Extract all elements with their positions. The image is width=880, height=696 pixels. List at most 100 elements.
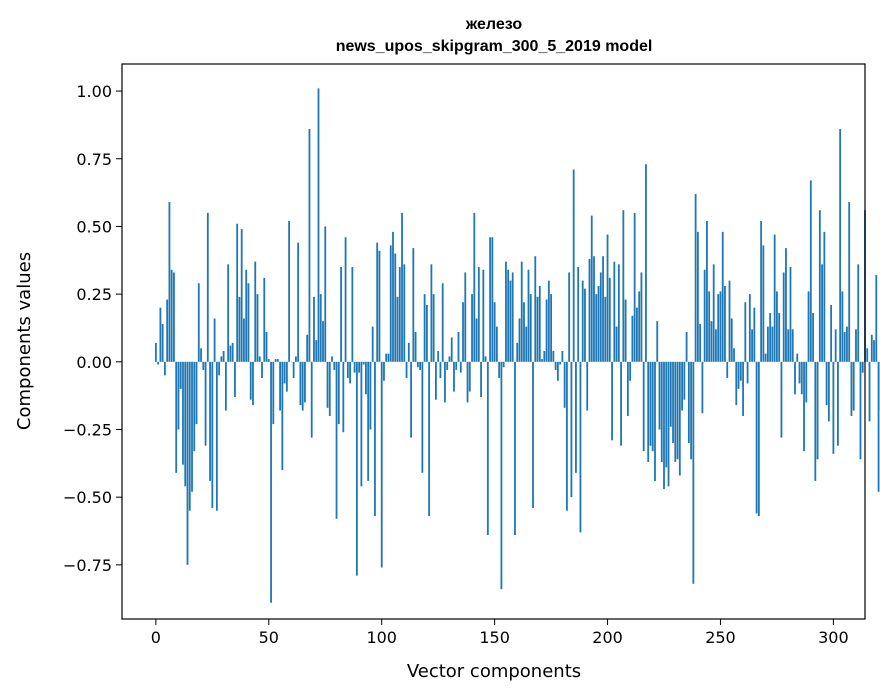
bar-218 (647, 361, 650, 462)
bar-101 (383, 361, 385, 381)
bar-191 (586, 361, 589, 411)
bar-23 (206, 212, 209, 362)
bar-280 (787, 329, 790, 362)
bar-64 (299, 361, 302, 406)
bar-18 (195, 361, 198, 425)
bar-69 (310, 361, 313, 438)
bar-141 (473, 212, 476, 362)
bar-276 (778, 313, 781, 362)
bar-197 (599, 272, 602, 362)
bar-21 (202, 361, 205, 370)
bar-216 (642, 361, 645, 452)
bar-15 (188, 361, 191, 511)
bar-22 (204, 361, 207, 446)
chart-title: железо (465, 16, 522, 33)
bar-28 (218, 361, 221, 376)
bar-179 (559, 361, 562, 365)
bar-319 (875, 275, 878, 362)
bar-315 (866, 348, 869, 362)
bar-3 (161, 323, 164, 362)
bar-283 (794, 361, 796, 395)
bar-6 (168, 202, 171, 362)
bar-273 (771, 326, 774, 362)
bar-187 (577, 267, 580, 362)
bar-231 (676, 361, 679, 460)
bar-30 (222, 350, 225, 362)
bar-140 (471, 294, 473, 362)
bar-172 (543, 350, 546, 362)
bar-227 (667, 361, 670, 487)
x-tick-label: 150 (479, 628, 510, 647)
bar-192 (588, 258, 591, 362)
bar-24 (209, 361, 211, 481)
x-tick-label: 50 (259, 628, 279, 647)
bar-161 (518, 318, 521, 362)
bar-310 (855, 329, 857, 362)
bar-133 (455, 361, 458, 370)
bar-198 (602, 256, 604, 362)
bar-105 (392, 231, 394, 362)
bar-113 (410, 361, 412, 438)
x-tick-label: 100 (366, 628, 397, 647)
y-axis-ticks: −0.75 −0.50 −0.25 0.00 0.25 0.50 0.75 1.00 (63, 82, 122, 575)
y-axis-label: Components values (14, 252, 35, 430)
bar-287 (803, 361, 805, 452)
bar-215 (640, 272, 643, 362)
bar-27 (215, 361, 218, 511)
bar-168 (534, 256, 537, 362)
bar-36 (236, 223, 239, 362)
bar-33 (229, 345, 232, 362)
bar-115 (414, 332, 417, 362)
bar-233 (681, 361, 683, 411)
bar-261 (744, 302, 747, 362)
bar-294 (818, 210, 821, 362)
bar-0 (154, 342, 157, 362)
bar-292 (814, 361, 817, 481)
bar-160 (516, 342, 519, 362)
bar-75 (324, 226, 327, 362)
bar-307 (848, 202, 851, 362)
bar-169 (536, 296, 539, 362)
bar-153 (500, 361, 503, 590)
bar-196 (597, 286, 600, 362)
bar-146 (484, 356, 487, 362)
bar-17 (193, 361, 196, 452)
bar-248 (715, 329, 717, 362)
bar-234 (683, 361, 686, 400)
bar-211 (631, 315, 634, 362)
bar-224 (660, 361, 663, 462)
bar-212 (633, 212, 636, 362)
bar-203 (613, 261, 616, 362)
bar-116 (416, 361, 419, 368)
bar-253 (726, 361, 729, 379)
bar-82 (340, 267, 342, 362)
bar-295 (821, 264, 823, 362)
y-tick-label: 1.00 (76, 82, 112, 101)
bar-240 (696, 231, 699, 362)
bar-103 (387, 353, 390, 362)
bar-121 (428, 361, 431, 517)
bar-269 (762, 245, 765, 362)
bar-205 (617, 264, 620, 362)
bar-45 (256, 294, 259, 362)
bar-154 (502, 361, 505, 368)
y-tick-label: 0.75 (76, 150, 112, 169)
bar-318 (873, 340, 875, 362)
bar-151 (495, 326, 498, 362)
bar-171 (541, 359, 543, 362)
bar-61 (292, 361, 295, 379)
bar-241 (699, 323, 702, 362)
bar-195 (595, 294, 598, 362)
bar-138 (466, 361, 469, 403)
bar-208 (624, 299, 627, 362)
bar-66 (304, 361, 306, 403)
bar-159 (514, 361, 516, 536)
bar-130 (448, 356, 451, 362)
bar-214 (638, 291, 641, 362)
bar-229 (672, 361, 674, 444)
bar-119 (423, 294, 426, 362)
bar-73 (319, 294, 322, 362)
bar-243 (703, 269, 706, 362)
bar-7 (170, 269, 173, 362)
bar-20 (200, 348, 202, 362)
